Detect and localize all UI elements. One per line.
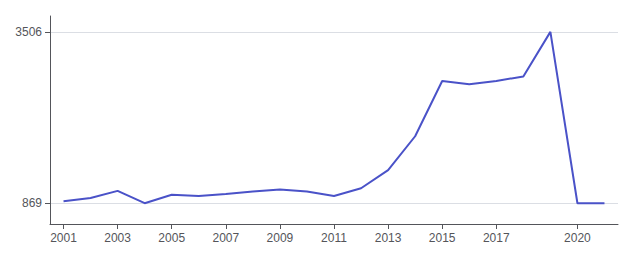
svg-text:2020: 2020 [564, 231, 591, 245]
svg-text:2009: 2009 [267, 231, 294, 245]
svg-text:2003: 2003 [104, 231, 131, 245]
svg-text:2007: 2007 [212, 231, 239, 245]
svg-text:2005: 2005 [158, 231, 185, 245]
svg-text:2015: 2015 [429, 231, 456, 245]
svg-text:2011: 2011 [321, 231, 347, 245]
svg-text:2017: 2017 [483, 231, 510, 245]
svg-text:2013: 2013 [375, 231, 402, 245]
svg-text:3506: 3506 [15, 25, 42, 39]
svg-text:2001: 2001 [50, 231, 77, 245]
svg-text:869: 869 [22, 196, 42, 210]
